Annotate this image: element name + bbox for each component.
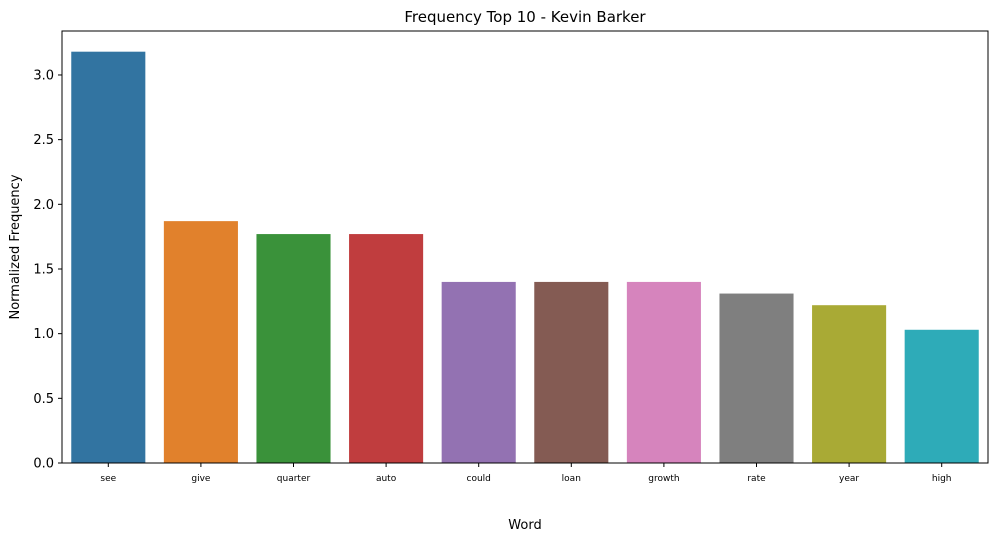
x-tick-label: rate (747, 474, 766, 484)
x-tick-label: high (932, 474, 952, 484)
bar-give (163, 221, 238, 463)
x-tick-label: quarter (277, 474, 311, 484)
bar-rate (719, 293, 794, 463)
bar-see (71, 51, 146, 463)
y-tick-label: 2.0 (33, 198, 54, 213)
x-tick-label: loan (562, 474, 581, 484)
bar-loan (534, 281, 609, 463)
y-tick-label: 0.5 (33, 392, 54, 407)
x-tick-label: give (191, 474, 211, 484)
y-tick-label: 2.5 (33, 133, 54, 148)
x-tick-label: year (839, 474, 859, 484)
bar-growth (626, 281, 701, 463)
x-axis: see give quarter auto could loan growth rate yea… (100, 463, 952, 484)
y-axis-label: Normalized Frequency (8, 174, 23, 319)
x-tick-label: growth (648, 474, 679, 484)
chart-title: Frequency Top 10 - Kevin Barker (404, 8, 646, 26)
y-tick-label: 1.5 (33, 262, 54, 277)
x-tick-label: auto (376, 474, 397, 484)
y-tick-label: 0.0 (33, 457, 54, 472)
bar-year (812, 305, 887, 463)
bars-layer (71, 51, 979, 463)
x-axis-label: Word (508, 518, 541, 533)
y-tick-label: 1.0 (33, 327, 54, 342)
plot-frame (61, 30, 989, 464)
bar-could (441, 281, 516, 463)
y-axis: 0.0 0.5 1.0 1.5 2.0 2.5 3.0 (33, 68, 62, 472)
x-tick-label: see (100, 474, 116, 484)
bar-high (904, 329, 979, 463)
bar-quarter (256, 234, 331, 463)
bar-auto (349, 234, 424, 463)
x-tick-label: could (467, 474, 491, 484)
y-tick-label: 3.0 (33, 68, 54, 83)
